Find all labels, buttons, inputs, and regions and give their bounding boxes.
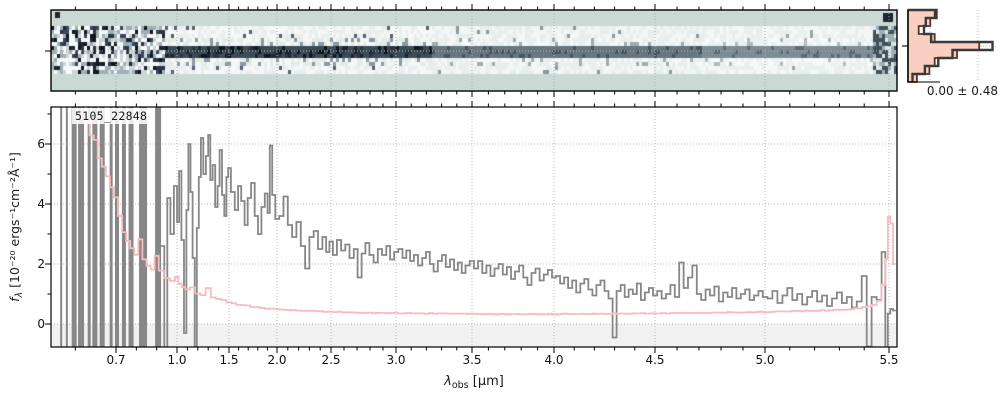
x-tick-label: 0.7 [106,353,126,367]
x-tick-label: 5.5 [879,353,899,367]
y-tick-label: 2 [37,257,45,271]
x-tick-label: 3.0 [386,353,406,367]
spectrum-2d-image [51,10,897,91]
x-tick-label: 2.5 [321,353,341,367]
y-tick-label: 4 [37,197,45,211]
x-axis-symbol: λ [444,374,452,389]
hist-axes [902,10,940,83]
x-tick-label: 3.5 [462,353,482,367]
offscale-noise-bars [60,107,162,347]
axis-ticks [45,101,890,353]
grid-lines-2d [51,10,897,91]
grid-lines [51,107,897,347]
y-axis-label: fλ [10⁻²⁰ ergs⁻¹cm⁻²Å⁻¹] [7,152,25,302]
below-zero-shade [51,324,897,347]
noise-stats-label: 0.00 ± 0.48 [926,84,998,98]
error-step-line [80,107,896,316]
x-tick-label: 5.0 [755,353,775,367]
source-id-label: 5105_22848 [72,108,151,124]
x-tick-label: 1.5 [219,353,239,367]
x-tick-label: 1.0 [167,353,187,367]
y-axis-subscript: λ [14,291,25,298]
flux-step-line [161,134,896,347]
spectrum-2d-panel [51,10,897,91]
y-axis-symbol: f [7,297,22,302]
x-tick-label: 4.5 [645,353,665,367]
x-tick-label: 2.0 [267,353,287,367]
y-tick-label: 6 [37,137,45,151]
panel-2d-ticks [45,4,890,97]
x-axis-label: λobs [μm] [444,374,504,391]
x-axis-units: [μm] [468,374,504,389]
hist-data-steps [908,8,994,82]
y-tick-label: 0 [37,317,45,331]
x-tick-label: 4.0 [544,353,564,367]
plot-frame [50,106,898,348]
x-axis-subscript: obs [451,380,469,391]
